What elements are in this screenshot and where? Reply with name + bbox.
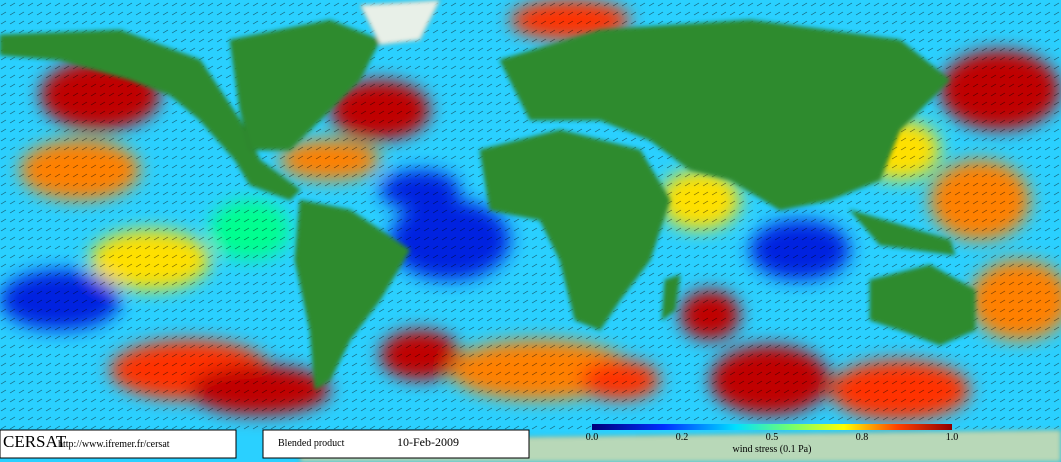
colorbar-title: wind stress (0.1 Pa): [733, 444, 812, 455]
greenland: [359, 0, 441, 46]
colorbar-ticks: 0.0 0.2 0.5 0.8 1.0: [586, 432, 959, 443]
product: Blended product: [278, 438, 345, 449]
product-box: [262, 429, 530, 459]
north-america: [0, 29, 301, 201]
eurasia: [499, 19, 951, 211]
date: 10-Feb-2009: [397, 435, 459, 449]
colorbar-label: 0.5: [766, 432, 779, 443]
colorbar-label: 0.2: [676, 432, 689, 443]
indonesia: [849, 209, 956, 256]
logo: CERSAT: [3, 432, 67, 451]
url[interactable]: http://www.ifremer.fr/cersat: [58, 439, 170, 450]
australia: [869, 264, 976, 346]
logo-box: [0, 429, 237, 459]
north-america-east: [229, 19, 381, 151]
madagascar: [661, 274, 681, 321]
colorbar-label: 1.0: [946, 432, 959, 443]
colorbar-label: 0.8: [856, 432, 869, 443]
colorbar: [592, 424, 952, 430]
africa: [479, 129, 671, 331]
south-america: [294, 199, 411, 391]
colorbar-label: 0.0: [586, 432, 599, 443]
